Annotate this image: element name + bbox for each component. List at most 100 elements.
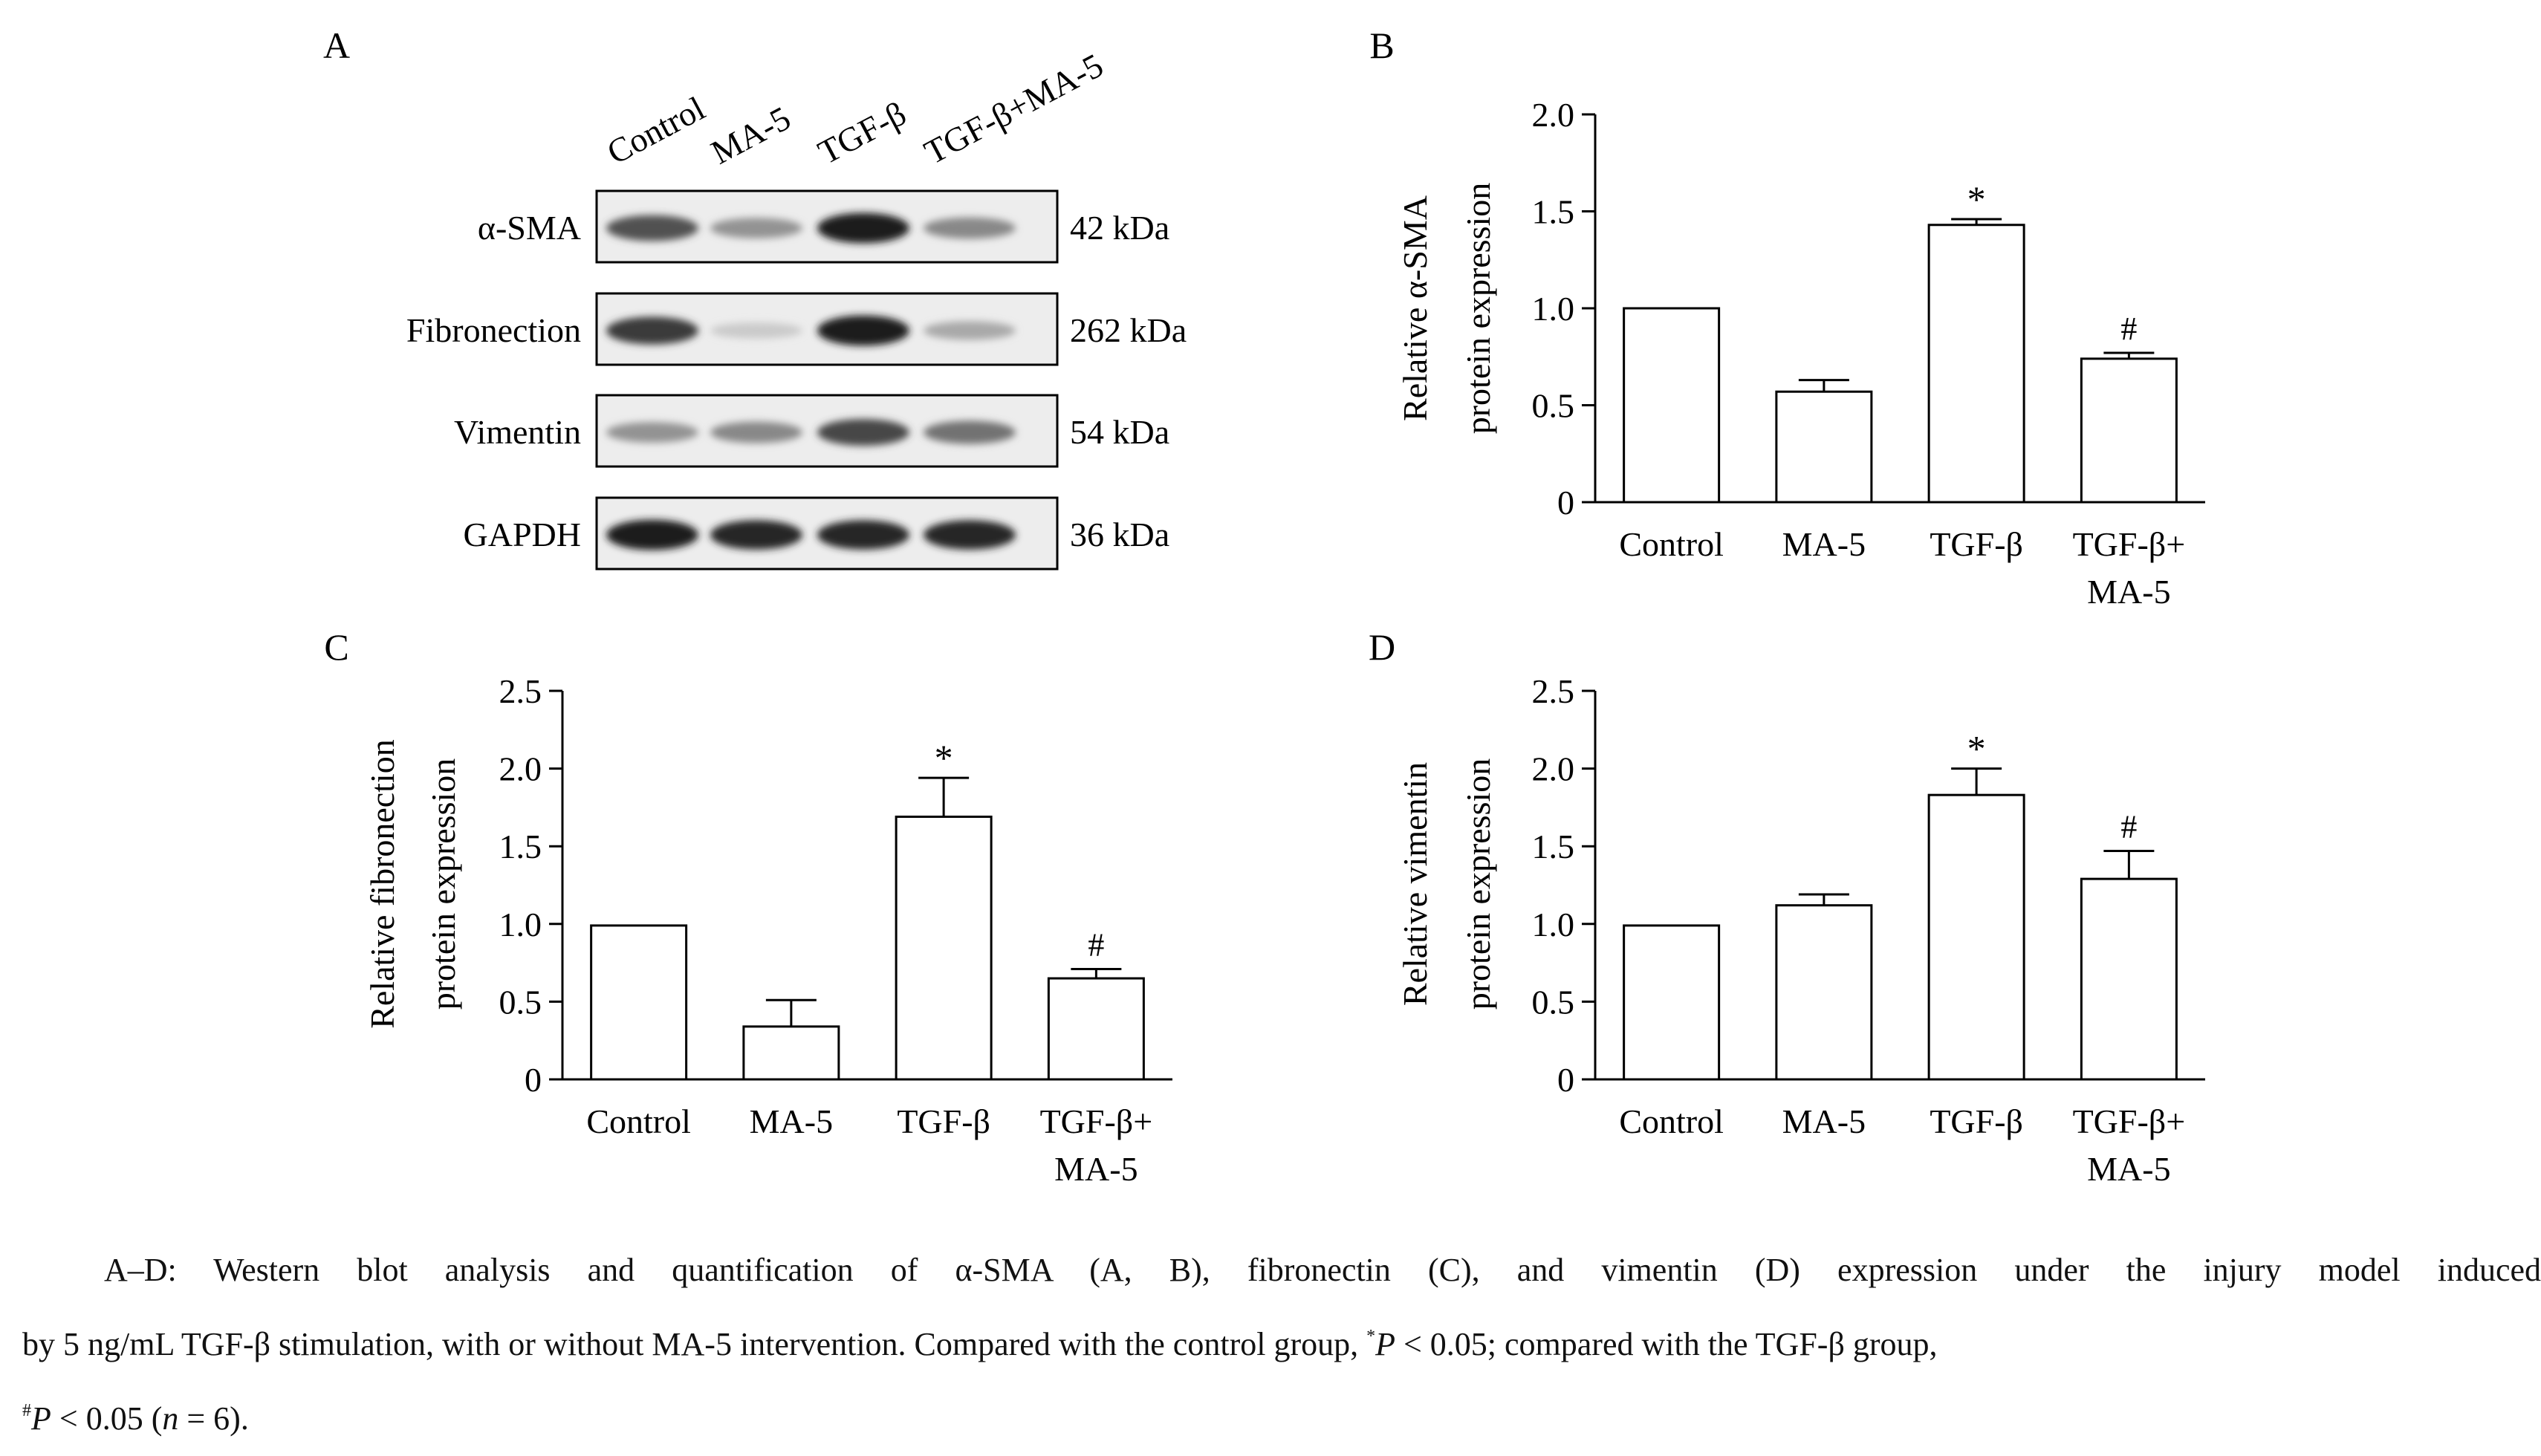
protein-label: α-SMA xyxy=(478,209,581,247)
x-tick-label: MA-5 xyxy=(2087,1150,2170,1188)
x-tick-label: TGF-β xyxy=(897,1102,990,1140)
molecular-weight-label: 54 kDa xyxy=(1070,413,1169,451)
y-tick-label: 1.0 xyxy=(1532,906,1575,943)
significance-marker: # xyxy=(2120,311,2137,347)
bar xyxy=(1927,793,2025,1081)
lane-label: TGF-β+MA-5 xyxy=(918,46,1109,172)
blot-band xyxy=(924,321,1016,340)
caption-line-3b: = 6). xyxy=(178,1400,249,1437)
y-tick-label: 1.0 xyxy=(1532,290,1575,328)
x-tick-label: TGF-β+ xyxy=(1040,1102,1153,1140)
asterisk-symbol: * xyxy=(1366,1327,1376,1346)
bar xyxy=(1775,904,1873,1081)
blot-band xyxy=(817,520,909,550)
caption-line-2b: < 0.05; compared with the TGF-β group, xyxy=(1395,1326,1938,1362)
x-tick-label: MA-5 xyxy=(2087,573,2170,611)
panel-label-b: B xyxy=(1369,25,1394,66)
molecular-weight-label: 262 kDa xyxy=(1070,311,1187,349)
bar xyxy=(1623,924,1721,1081)
y-tick-label: 1.0 xyxy=(499,906,542,943)
blot-band xyxy=(606,215,698,241)
protein-label: Vimentin xyxy=(454,413,581,451)
bar xyxy=(895,815,993,1081)
y-axis-label: protein expression xyxy=(1459,758,1497,1010)
bar xyxy=(1047,977,1145,1081)
figure-caption: A–D: Western blot analysis and quantific… xyxy=(22,1233,2541,1456)
y-tick-label: 0 xyxy=(525,1061,542,1099)
panel-label-c: C xyxy=(324,626,348,668)
x-tick-label: MA-5 xyxy=(1782,1102,1866,1140)
n-symbol: n xyxy=(162,1400,179,1437)
y-tick-label: 2.5 xyxy=(1532,672,1575,710)
blot-band xyxy=(817,315,909,346)
y-tick-label: 1.5 xyxy=(499,828,542,865)
y-tick-label: 0 xyxy=(1557,1061,1574,1099)
significance-marker: * xyxy=(1967,178,1986,220)
caption-line-2: by 5 ng/mL TGF-β stimulation, with or wi… xyxy=(22,1326,1367,1362)
y-tick-label: 0.5 xyxy=(1532,983,1575,1021)
bar xyxy=(1775,390,1873,504)
significance-marker: * xyxy=(1967,728,1986,770)
blot-band xyxy=(606,316,698,345)
x-tick-label: MA-5 xyxy=(1054,1150,1138,1188)
protein-label: GAPDH xyxy=(464,516,581,553)
blot-band xyxy=(710,218,802,238)
bar xyxy=(2080,877,2178,1081)
blot-band xyxy=(924,217,1016,239)
x-tick-label: Control xyxy=(586,1102,691,1140)
x-tick-label: TGF-β xyxy=(1930,525,2023,563)
blot-band xyxy=(817,419,909,446)
y-tick-label: 0.5 xyxy=(1532,387,1575,425)
p-symbol: P xyxy=(1375,1326,1395,1362)
x-tick-label: MA-5 xyxy=(750,1102,833,1140)
molecular-weight-label: 36 kDa xyxy=(1070,516,1169,553)
x-tick-label: MA-5 xyxy=(1782,525,1866,563)
caption-line-1: A–D: Western blot analysis and quantific… xyxy=(104,1252,2541,1288)
y-tick-label: 2.5 xyxy=(499,672,542,710)
y-tick-label: 0.5 xyxy=(499,983,542,1021)
lane-label: MA-5 xyxy=(705,99,796,172)
blot-band xyxy=(924,520,1016,550)
blot-band xyxy=(924,420,1016,444)
chart-panel-c: C 0 0.5 1.0 1.5 2.0 2.5 Relative fibronection pr… xyxy=(324,626,1172,1188)
x-tick-label: Control xyxy=(1619,525,1724,563)
x-tick-label: Control xyxy=(1619,1102,1724,1140)
blot-band xyxy=(710,421,802,443)
y-tick-label: 1.5 xyxy=(1532,193,1575,231)
lane-label: TGF-β xyxy=(812,94,912,172)
y-axis-label: Relative vimentin xyxy=(1396,762,1434,1006)
panel-label-a: A xyxy=(323,25,350,66)
bar xyxy=(1623,307,1721,504)
y-tick-label: 0 xyxy=(1557,484,1574,521)
caption-line-3: < 0.05 ( xyxy=(51,1400,163,1437)
lane-label: Control xyxy=(601,89,711,172)
protein-label: Fibronection xyxy=(406,311,581,349)
bar xyxy=(742,1025,840,1081)
hash-symbol: # xyxy=(22,1401,31,1420)
y-tick-label: 1.5 xyxy=(1532,828,1575,865)
x-tick-label: TGF-β+ xyxy=(2073,525,2186,563)
y-axis-label: Relative α-SMA xyxy=(1396,195,1434,421)
significance-marker: # xyxy=(1088,926,1104,963)
chart-panel-d: D 0 0.5 1.0 1.5 2.0 2.5 Relative vimentin protei… xyxy=(1369,626,2205,1188)
y-tick-label: 2.0 xyxy=(499,750,542,788)
x-tick-label: TGF-β xyxy=(1930,1102,2023,1140)
bar xyxy=(1927,224,2025,504)
y-tick-label: 2.0 xyxy=(1532,750,1575,788)
blot-band xyxy=(710,322,802,339)
y-tick-label: 2.0 xyxy=(1532,96,1575,134)
blot-band xyxy=(606,519,698,550)
blot-band xyxy=(606,422,698,443)
bar xyxy=(590,924,688,1081)
panel-label-d: D xyxy=(1369,626,1395,668)
blot-band xyxy=(710,520,802,550)
y-axis-label: protein expression xyxy=(1459,183,1497,435)
molecular-weight-label: 42 kDa xyxy=(1070,209,1169,247)
significance-marker: * xyxy=(935,737,953,779)
bar xyxy=(2080,357,2178,504)
y-axis-label: Relative fibronection xyxy=(363,739,401,1029)
chart-panel-b: B 0 0.5 1.0 1.5 2.0 Relative α-SMA protein expr… xyxy=(1369,25,2205,611)
p-symbol: P xyxy=(31,1400,51,1437)
blot-band xyxy=(817,212,909,244)
